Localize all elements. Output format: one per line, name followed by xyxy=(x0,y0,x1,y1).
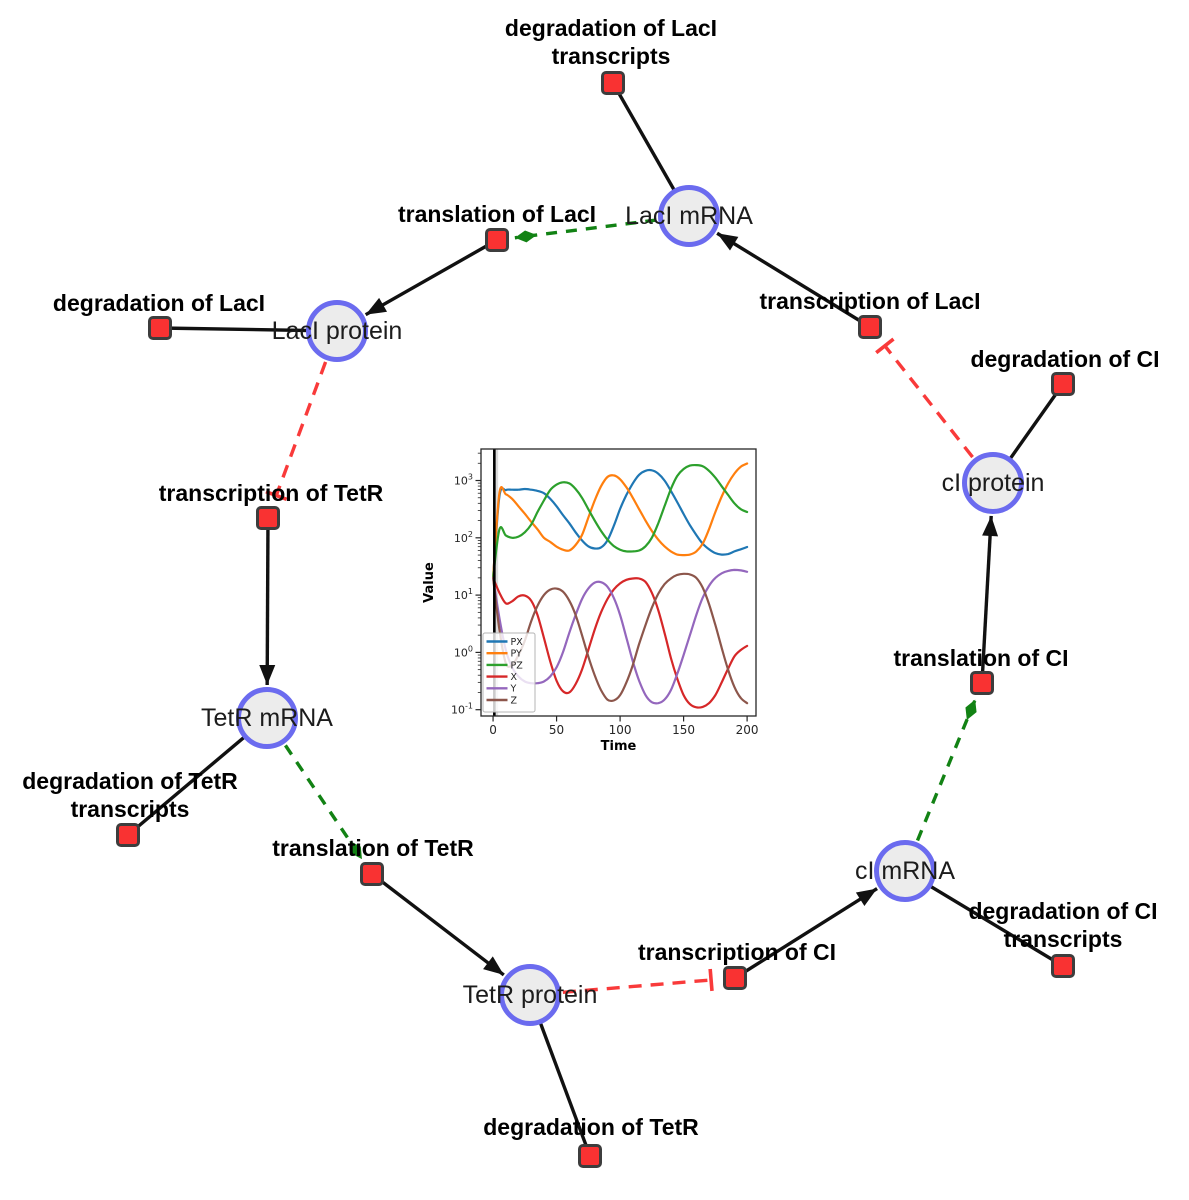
reaction-node-deg_tetr_tx[interactable] xyxy=(115,822,140,847)
x-axis-title: Time xyxy=(601,739,637,754)
x-tick-label: 50 xyxy=(549,723,564,737)
reaction-node-tx_laci[interactable] xyxy=(857,314,882,339)
series-line-PZ xyxy=(492,463,749,579)
species-label-laci_mrna: LacI mRNA xyxy=(625,202,753,230)
legend-entry-X: X xyxy=(511,672,518,683)
species-label-ci_mrna: cI mRNA xyxy=(855,857,955,885)
reaction-label-transl_ci: translation of CI xyxy=(893,645,1069,671)
edge-transl_laci-laci_protein-product xyxy=(364,238,498,317)
reaction-node-deg_ci[interactable] xyxy=(1050,371,1075,396)
species-node-ci_protein[interactable] xyxy=(962,452,1024,514)
reaction-label-deg_laci: degradation of LacI xyxy=(52,290,266,316)
reaction-node-transl_ci[interactable] xyxy=(969,670,994,695)
reaction-label-deg_ci_tx: transcripts xyxy=(1003,926,1123,952)
series-line-PY xyxy=(492,462,749,579)
edge-tx_laci-laci_mrna-product xyxy=(716,231,871,329)
y-axis-title: Value xyxy=(422,562,437,603)
timecourse-inset-plot: 0 50 100 150 20010-1100101102103TimeValuePXP… xyxy=(410,432,780,762)
species-node-tetr_mrna[interactable] xyxy=(236,687,298,749)
species-node-tetr_protein[interactable] xyxy=(499,964,561,1026)
legend-entry-PZ: PZ xyxy=(511,660,524,671)
reaction-label-transl_tetr: translation of TetR xyxy=(272,835,474,861)
species-node-laci_protein[interactable] xyxy=(306,300,368,362)
reaction-label-deg_laci_tx: transcripts xyxy=(551,43,671,69)
reaction-label-deg_tetr_tx: degradation of TetR xyxy=(22,768,238,794)
reaction-node-transl_laci[interactable] xyxy=(484,227,509,252)
legend-entry-PY: PY xyxy=(511,649,523,660)
reaction-label-tx_tetr: transcription of TetR xyxy=(158,480,384,506)
edge-transl_tetr-tetr_protein-product xyxy=(370,872,505,977)
legend-entry-Z: Z xyxy=(511,695,518,706)
edge-tx_tetr-tetr_mrna-product xyxy=(259,517,276,686)
reaction-node-deg_tetr[interactable] xyxy=(577,1143,602,1168)
x-tick-label: 100 xyxy=(609,723,632,737)
reaction-label-tx_ci: transcription of CI xyxy=(637,939,837,965)
reaction-label-tx_laci: transcription of LacI xyxy=(759,288,981,314)
species-label-tetr_mrna: TetR mRNA xyxy=(201,704,333,732)
reaction-label-deg_tetr_tx: transcripts xyxy=(70,796,190,822)
edge-tetr_protein-tx_ci-inhibition xyxy=(562,968,714,994)
edge-tx_ci-ci_mrna-product xyxy=(734,887,878,980)
edge-laci_mrna-transl_laci-modifier xyxy=(514,218,657,243)
reaction-node-tx_ci[interactable] xyxy=(722,965,747,990)
reaction-node-deg_laci[interactable] xyxy=(147,315,172,340)
series-line-PX xyxy=(492,468,749,579)
edge-transl_ci-ci_protein-product xyxy=(980,515,999,684)
species-label-tetr_protein: TetR protein xyxy=(462,981,598,1009)
x-tick-label: 200 xyxy=(736,723,759,737)
species-label-ci_protein: cI protein xyxy=(941,469,1045,497)
x-tick-label: 0 xyxy=(489,723,497,737)
reaction-node-transl_tetr[interactable] xyxy=(359,861,384,886)
x-tick-label: 150 xyxy=(672,723,695,737)
edge-laci_protein-tx_tetr-inhibition xyxy=(265,361,328,501)
reaction-label-deg_ci_tx: degradation of CI xyxy=(968,898,1158,924)
series-line-Z xyxy=(492,572,749,705)
edge-ci_mrna-transl_ci-modifier xyxy=(915,699,977,842)
edge-ci_protein-tx_laci-inhibition xyxy=(875,337,974,459)
legend-entry-Y: Y xyxy=(510,684,517,695)
reaction-label-transl_laci: translation of LacI xyxy=(397,201,597,227)
edge-tetr_mrna-transl_tetr-modifier xyxy=(284,744,364,861)
species-node-laci_mrna[interactable] xyxy=(658,185,720,247)
species-label-laci_protein: LacI protein xyxy=(271,317,403,345)
reaction-label-deg_tetr: degradation of TetR xyxy=(483,1114,699,1140)
reaction-node-deg_ci_tx[interactable] xyxy=(1050,953,1075,978)
reaction-label-deg_ci: degradation of CI xyxy=(970,346,1160,372)
reaction-node-deg_laci_tx[interactable] xyxy=(600,70,625,95)
reaction-node-tx_tetr[interactable] xyxy=(255,505,280,530)
reaction-label-deg_laci_tx: degradation of LacI xyxy=(504,15,718,41)
species-node-ci_mrna[interactable] xyxy=(874,840,936,902)
legend-entry-PX: PX xyxy=(511,637,524,648)
